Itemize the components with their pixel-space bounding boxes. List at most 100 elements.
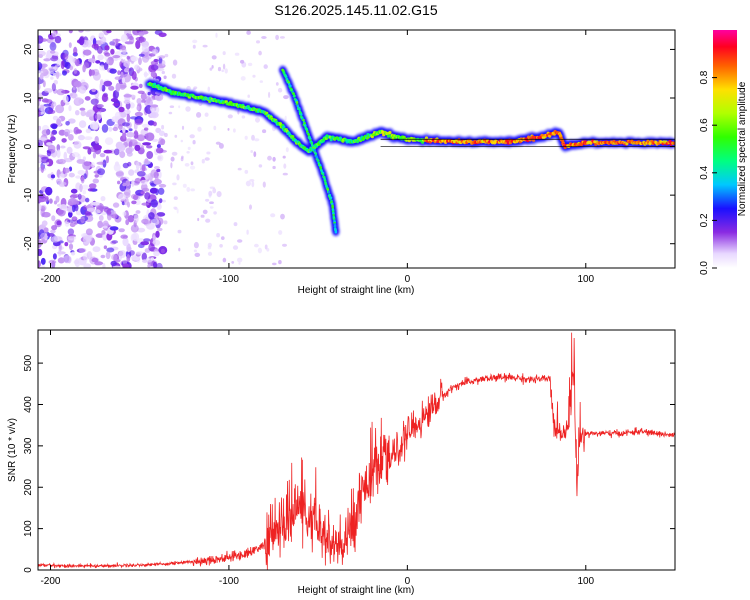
spectrogram-noise-blob	[217, 66, 222, 72]
spectrogram-noise-blob	[102, 225, 108, 229]
spectrogram-noise-blob	[158, 55, 166, 59]
spectrogram-noise-blob	[148, 212, 155, 220]
spectrogram-noise-blob	[249, 204, 252, 210]
snr-x-tick-label: -200	[40, 576, 60, 587]
spectrogram-noise-blob	[39, 265, 46, 268]
spectrogram-noise-blob	[268, 91, 271, 98]
spectrogram-noise-blob	[38, 139, 43, 148]
spectrogram-ridge-point	[329, 196, 333, 200]
spectrogram-noise-blob	[123, 235, 128, 239]
spectrogram-noise-blob	[158, 130, 165, 137]
spectrogram-noise-blob	[134, 119, 143, 126]
spectrogram-noise-blob	[190, 165, 196, 170]
spectrogram-noise-blob	[196, 112, 202, 118]
spectrogram-noise-blob	[90, 69, 96, 76]
spectrogram-noise-blob	[57, 257, 65, 264]
spectrogram-noise-blob	[140, 145, 144, 150]
spectrogram-noise-blob	[118, 193, 126, 201]
spectrogram-noise-blob	[84, 30, 91, 33]
spectrogram-noise-blob	[64, 242, 69, 247]
spectrogram-noise-blob	[205, 218, 211, 223]
spectrogram-noise-blob	[181, 125, 185, 130]
spectrogram-noise-blob	[106, 59, 109, 64]
spectrogram-noise-blob	[75, 175, 81, 179]
spectrogram-noise-blob	[49, 55, 59, 62]
spectrogram-noise-blob	[130, 85, 139, 90]
spectrogram-noise-blob	[95, 60, 101, 64]
spectrogram-noise-blob	[114, 76, 122, 80]
spectrogram-noise-blob	[38, 260, 41, 268]
spectrogram-noise-blob	[131, 179, 135, 187]
spectrogram-noise-blob	[153, 261, 157, 268]
spectrogram-noise-blob	[156, 67, 165, 72]
spectrogram-noise-blob	[91, 257, 99, 263]
spectrogram-noise-blob	[222, 51, 226, 56]
spectrogram-noise-blob	[106, 212, 112, 221]
spectrogram-ridge-point	[300, 113, 303, 116]
spectrogram-y-tick-label: 10	[23, 92, 34, 104]
spectrogram-noise-blob	[162, 199, 167, 203]
spectrogram-noise-blob	[79, 107, 86, 111]
spectrogram-noise-blob	[207, 242, 212, 248]
spectrogram-noise-blob	[53, 79, 58, 85]
spectrogram-noise-blob	[52, 115, 59, 121]
spectrogram-ridge-point	[303, 121, 306, 125]
spectrogram-ridge-point	[314, 152, 318, 156]
spectrogram-noise-blob	[113, 163, 121, 172]
colorbar-gradient	[713, 30, 737, 268]
spectrogram-noise-blob	[126, 114, 131, 123]
spectrogram-noise-blob	[227, 127, 230, 131]
spectrogram-noise-blob	[122, 162, 129, 169]
spectrogram-ridge-point	[289, 84, 292, 88]
spectrogram-noise-blob	[121, 77, 126, 84]
spectrogram-noise-blob	[147, 120, 155, 126]
spectrogram-noise-blob	[161, 60, 166, 66]
spectrogram-noise-blob	[140, 241, 150, 246]
spectrogram-noise-blob	[99, 82, 103, 92]
spectrogram-noise-blob	[141, 202, 150, 206]
spectrogram-noise-blob	[84, 210, 92, 217]
spectrogram-noise-blob	[59, 173, 65, 179]
spectrogram-noise-blob	[38, 248, 43, 257]
spectrogram-noise-blob	[126, 55, 130, 60]
spectrogram-noise-blob	[266, 248, 270, 252]
spectrogram-noise-blob	[58, 129, 66, 136]
spectrogram-noise-blob	[190, 161, 194, 166]
spectrogram-noise-blob	[154, 166, 160, 170]
spectrogram-noise-blob	[100, 254, 106, 259]
spectrogram-ridge-point	[292, 92, 296, 96]
spectrogram-noise-blob	[50, 174, 56, 179]
spectrogram-noise-blob	[85, 228, 93, 236]
spectrogram-noise-blob	[103, 149, 113, 154]
spectrogram-noise-blob	[46, 233, 55, 237]
spectrogram-noise-blob	[91, 43, 99, 49]
spectrogram-noise-blob	[97, 104, 103, 108]
spectrogram-noise-blob	[222, 63, 226, 70]
spectrogram-noise-blob	[147, 91, 151, 96]
spectrogram-noise-blob	[93, 144, 102, 151]
spectrogram-noise-blob	[105, 155, 109, 164]
spectrogram-noise-blob	[186, 151, 190, 154]
spectrogram-noise-blob	[141, 45, 150, 53]
spectrogram-noise-blob	[128, 250, 135, 256]
spectrogram-noise-blob	[92, 178, 100, 184]
spectrogram-noise-blob	[38, 70, 44, 74]
spectrogram-noise-blob	[48, 259, 57, 265]
spectrogram-noise-blob	[113, 148, 120, 156]
spectrogram-noise-blob	[68, 211, 73, 218]
spectrogram-noise-blob	[152, 121, 157, 127]
spectrogram-noise-blob	[158, 137, 164, 145]
spectrogram-ridge-glow	[144, 65, 675, 237]
spectrogram-ridge-point	[579, 142, 584, 147]
spectrogram-noise-blob	[186, 86, 191, 91]
spectrogram-noise-blob	[123, 188, 131, 196]
spectrogram-noise-blob	[158, 171, 162, 179]
spectrogram-noise-blob	[40, 232, 49, 240]
spectrogram-noise-blob	[170, 156, 175, 162]
spectrogram-noise-blob	[187, 146, 191, 150]
spectrogram-noise-blob	[77, 170, 86, 175]
spectrogram-noise-blob	[44, 88, 53, 93]
spectrogram-noise-blob	[171, 73, 177, 79]
spectrogram-noise-blob	[178, 247, 181, 252]
spectrogram-noise-blob	[204, 157, 210, 161]
